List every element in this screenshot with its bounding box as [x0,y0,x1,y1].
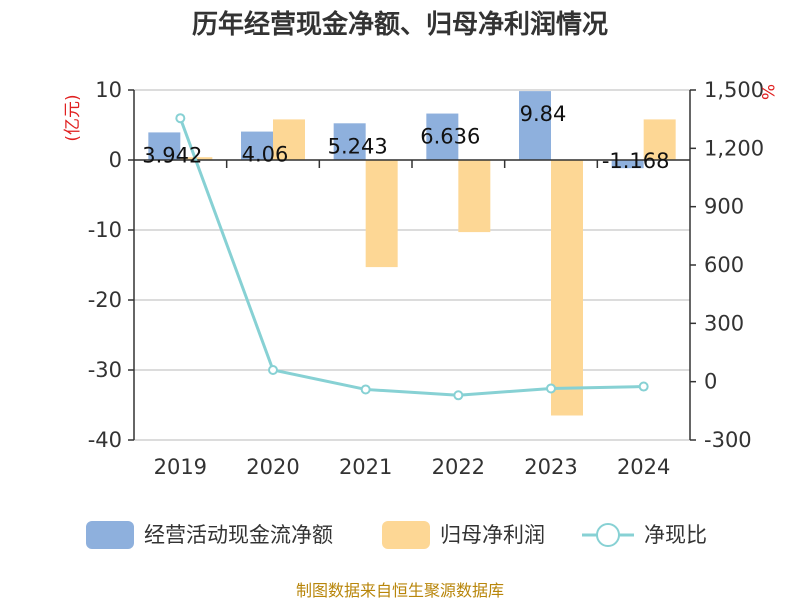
bar-cash [519,91,551,160]
bar-cash [148,132,181,160]
left-axis-tick-label: 0 [109,148,122,172]
right-axis-tick-label: 900 [704,195,744,219]
data-label-cash: 3.942 [142,143,202,167]
data-label-cash: 6.636 [420,125,480,149]
right-axis-unit: % [757,84,777,100]
legend-swatch-profit [382,521,430,549]
bar-profit [365,160,398,268]
ratio-point [638,381,649,392]
legend-label-ratio: 净现比 [644,523,707,547]
x-axis-tick-label: 2020 [246,455,299,479]
ratio-point [175,113,186,124]
axes-layer: 10 0 -10 -20 -30 -40 1,500 1,200 900 600 300 0 -300 2… [88,78,764,479]
left-axis-tick-label: 10 [95,78,122,102]
legend-swatch-ratio-marker [596,523,620,547]
data-labels-layer: 3.942 4.06 5.243 6.636 9.84 -1.168 [142,102,669,173]
right-axis-tick-label: 1,500 [704,78,764,102]
data-label-cash: -1.168 [602,149,670,173]
left-axis-tick-label: -30 [88,358,122,382]
legend-swatch-cash [86,521,134,549]
x-axis-tick-label: 2023 [524,455,577,479]
left-axis-unit: (亿元) [63,94,83,141]
x-axis-tick-label: 2024 [617,455,670,479]
left-axis-tick-label: -20 [88,288,122,312]
bar-profit [551,160,583,416]
right-axis-tick-label: 300 [704,311,744,335]
ratio-point [360,384,371,395]
bar-profit [273,119,305,160]
data-label-cash: 4.06 [242,143,289,167]
bar-cash [611,160,644,169]
chart-title: 历年经营现金净额、归母净利润情况 [192,9,608,40]
bar-cash [241,131,273,160]
x-axis-tick-label: 2022 [432,455,485,479]
right-axis-tick-label: 1,200 [704,136,764,160]
ratio-point [268,365,278,375]
source-note: 制图数据来自恒生聚源数据库 [296,581,504,600]
right-axis-tick-label: 0 [704,370,717,394]
ratio-line [178,117,644,397]
legend: 经营活动现金流净额 归母净利润 净现比 [86,521,707,549]
data-label-cash: 5.243 [328,134,388,158]
right-axis-tick-label: -300 [704,428,752,452]
ratio-point [453,390,464,401]
data-label-cash: 9.84 [520,102,567,126]
legend-label-cash: 经营活动现金流净额 [144,523,333,547]
bar-profit [643,119,676,160]
x-axis-tick-label: 2019 [154,455,207,479]
left-axis-tick-label: -40 [88,428,122,452]
bar-profit [458,160,491,233]
bar-cash [333,123,366,160]
bars-layer [148,91,676,416]
left-axis-tick-label: -10 [88,218,122,242]
legend-label-profit: 归母净利润 [440,523,545,547]
bar-cash [426,113,459,160]
ratio-point [546,383,556,394]
right-axis-tick-label: 600 [704,253,744,277]
x-axis-tick-label: 2021 [339,455,392,479]
ratio-line-layer [175,113,649,401]
